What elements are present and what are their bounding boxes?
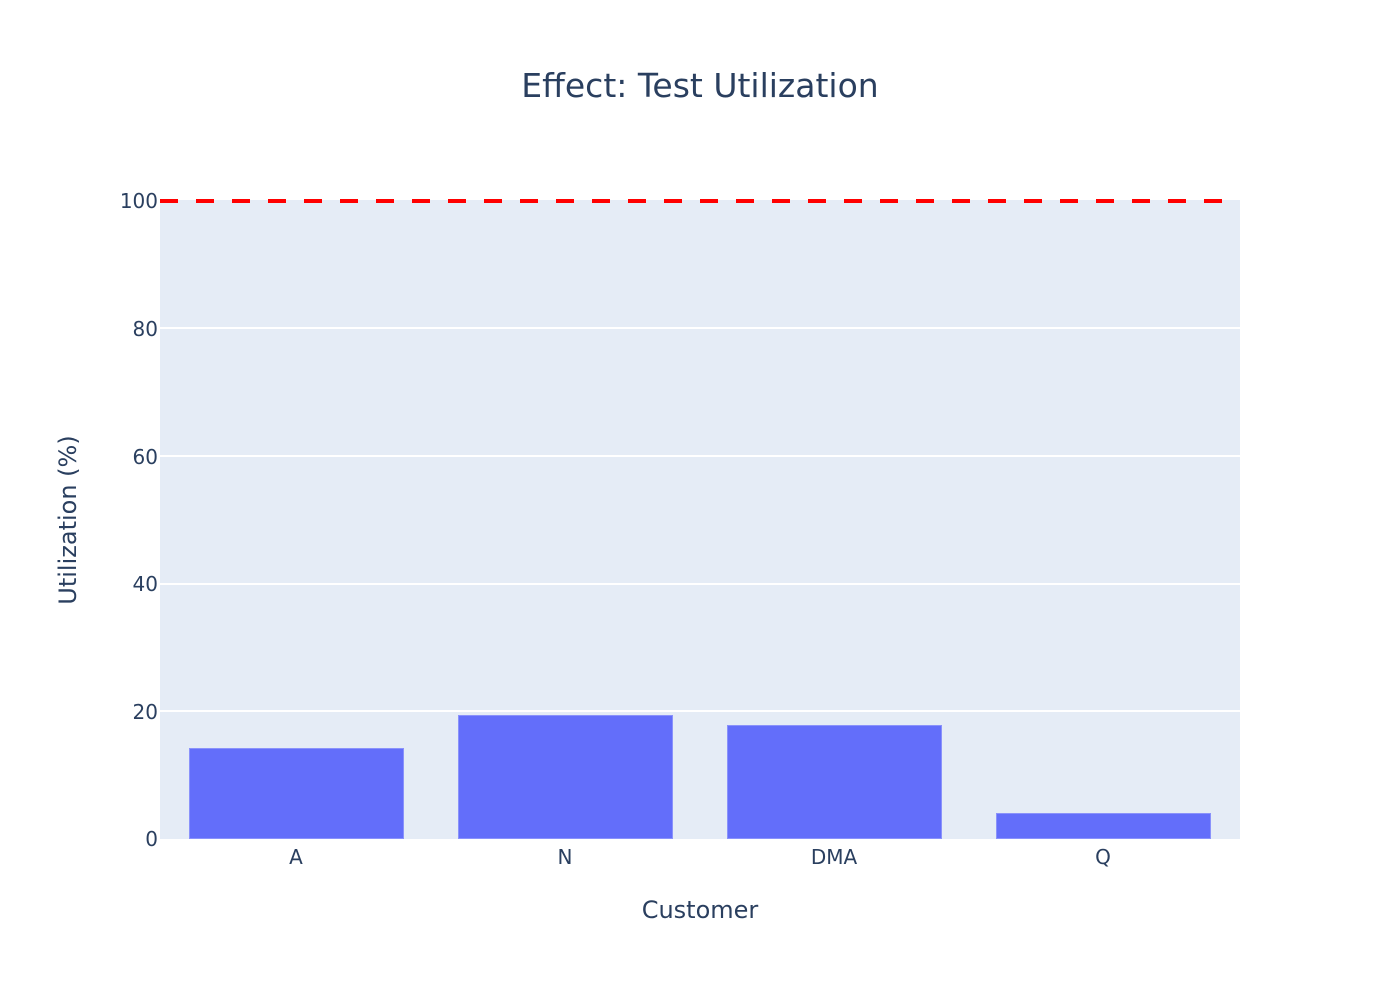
gridline-40: [160, 583, 1240, 585]
ytick-20: 20: [132, 700, 158, 724]
gridline-60: [160, 455, 1240, 457]
ytick-0: 0: [145, 827, 158, 851]
xtick-dma: DMA: [810, 845, 858, 869]
ytick-80: 80: [132, 317, 158, 341]
xtick-a: A: [289, 845, 303, 869]
x-axis-title: Customer: [641, 896, 759, 924]
plot-area: [160, 199, 1240, 839]
reference-line-100: [160, 199, 1226, 203]
bar-q[interactable]: [996, 812, 1211, 839]
gridline-80: [160, 327, 1240, 329]
chart-title: Effect: Test Utilization: [521, 66, 879, 105]
xtick-n: N: [557, 845, 573, 869]
ytick-40: 40: [132, 572, 158, 596]
gridline-20: [160, 710, 1240, 712]
bar-dma[interactable]: [727, 724, 942, 839]
ytick-100: 100: [119, 189, 158, 213]
ytick-60: 60: [132, 445, 158, 469]
xtick-q: Q: [1095, 845, 1111, 869]
y-axis-title: Utilization (%): [54, 435, 82, 605]
bar-a[interactable]: [189, 747, 404, 839]
bar-n[interactable]: [458, 715, 673, 839]
